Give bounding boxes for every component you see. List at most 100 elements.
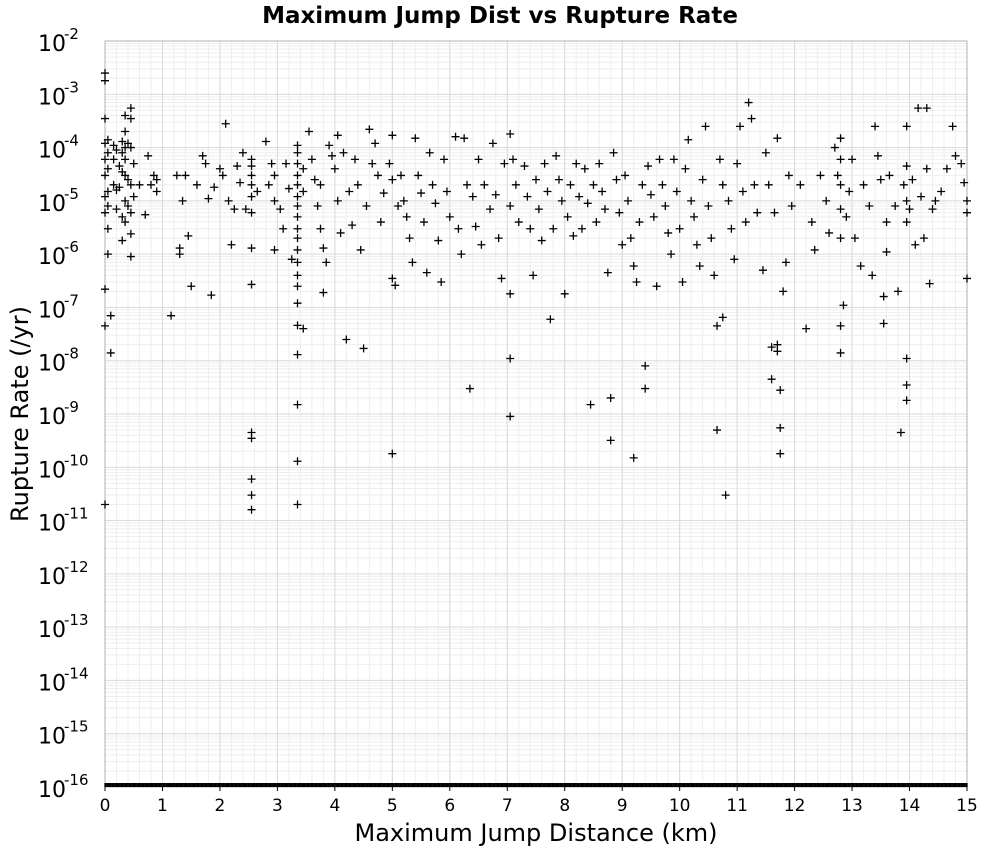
data-point (233, 162, 242, 171)
y-tick-exponent: -5 (64, 185, 79, 203)
data-point (537, 236, 546, 245)
data-point (744, 98, 753, 107)
data-point (629, 261, 638, 270)
y-tick-base: 10 (38, 139, 66, 164)
data-point (106, 311, 115, 320)
data-point (293, 245, 302, 254)
x-tick-label: 1 (157, 796, 168, 816)
data-point (373, 171, 382, 180)
data-point (319, 288, 328, 297)
data-point (546, 315, 555, 324)
y-tick-base: 10 (38, 85, 66, 110)
data-point (770, 208, 779, 217)
data-point (779, 287, 788, 296)
data-point (152, 187, 161, 196)
data-point (101, 76, 109, 85)
data-point (761, 148, 770, 157)
data-point (299, 164, 308, 173)
data-point (830, 143, 839, 152)
data-point (902, 354, 911, 363)
data-point (135, 180, 144, 189)
x-tick-label: 5 (387, 796, 398, 816)
data-point (468, 192, 477, 201)
data-point (371, 139, 380, 148)
data-point (532, 175, 540, 184)
data-point (664, 228, 673, 237)
data-point (667, 250, 676, 259)
y-tick-label: 10-7 (38, 291, 79, 323)
data-point (126, 180, 135, 189)
data-point (247, 475, 256, 484)
data-point (767, 375, 776, 384)
data-point (350, 155, 359, 164)
data-point (833, 171, 842, 180)
data-point (175, 250, 184, 259)
data-point (646, 190, 655, 199)
data-point (437, 278, 446, 287)
data-point (796, 180, 805, 189)
data-point (922, 164, 931, 173)
data-point (621, 171, 630, 180)
data-point (123, 202, 132, 211)
data-point (810, 245, 819, 254)
data-point (577, 224, 586, 233)
data-point (471, 222, 480, 231)
data-point (486, 205, 495, 214)
data-point (118, 212, 127, 221)
data-point (963, 196, 971, 205)
data-point (836, 348, 845, 357)
data-point (963, 208, 971, 217)
y-tick-label: 10-11 (38, 505, 89, 537)
data-point (322, 258, 331, 267)
data-point (293, 400, 302, 409)
data-point (379, 189, 388, 198)
data-point (121, 196, 130, 205)
data-point (115, 183, 124, 192)
data-point (526, 224, 535, 233)
data-point (474, 155, 483, 164)
data-point (198, 151, 207, 160)
data-point (342, 335, 351, 344)
data-point (514, 218, 523, 227)
data-point (764, 180, 773, 189)
y-tick-label: 10-12 (38, 558, 89, 590)
data-point (848, 155, 857, 164)
data-point (106, 348, 115, 357)
data-point (215, 164, 224, 173)
y-tick-label: 10-8 (38, 345, 79, 377)
data-point (184, 231, 193, 240)
data-point (463, 180, 472, 189)
data-point (101, 155, 109, 164)
data-point (523, 192, 532, 201)
y-tick-exponent: -4 (64, 132, 79, 150)
data-point (123, 139, 132, 148)
data-point (873, 151, 882, 160)
data-point (738, 187, 747, 196)
data-point (692, 240, 701, 249)
y-tick-exponent: -8 (64, 345, 79, 363)
data-point (899, 180, 908, 189)
data-point (710, 271, 719, 280)
data-point (152, 175, 161, 184)
data-point (825, 228, 834, 237)
x-tick-label: 9 (617, 796, 628, 816)
y-tick-exponent: -3 (64, 78, 79, 96)
data-point (103, 148, 112, 157)
data-point (960, 178, 969, 187)
data-point (101, 171, 109, 180)
data-point (606, 393, 615, 402)
y-tick-label: 10-5 (38, 185, 79, 217)
x-tick-label: 11 (726, 796, 748, 816)
data-point (563, 212, 572, 221)
data-point (509, 155, 518, 164)
data-point (589, 180, 598, 189)
data-point (836, 180, 845, 189)
data-point (293, 159, 302, 168)
data-point (121, 171, 130, 180)
y-tick-exponent: -15 (64, 718, 89, 736)
data-point (408, 258, 417, 267)
data-point (845, 187, 854, 196)
data-point (704, 202, 713, 211)
data-point (146, 180, 155, 189)
